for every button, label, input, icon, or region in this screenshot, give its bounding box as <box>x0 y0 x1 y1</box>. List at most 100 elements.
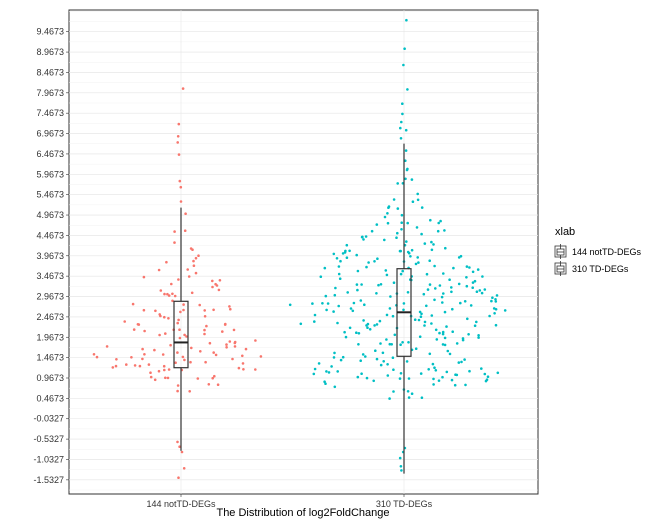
data-point <box>373 260 376 263</box>
data-point <box>177 318 180 322</box>
data-point <box>341 252 345 255</box>
data-point <box>383 215 387 219</box>
data-point <box>399 343 402 347</box>
data-point <box>423 242 427 245</box>
data-point <box>429 218 432 222</box>
data-point <box>192 259 195 263</box>
legend-label: 310 TD-DEGs <box>572 264 629 274</box>
x-tick-label: 310 TD-DEGs <box>376 499 433 509</box>
data-point <box>198 303 201 307</box>
data-point <box>339 358 343 362</box>
data-point <box>325 370 328 373</box>
data-point <box>430 240 433 244</box>
data-point <box>211 279 214 283</box>
data-point <box>215 284 219 287</box>
data-point <box>361 353 365 356</box>
data-point <box>362 238 365 241</box>
data-point <box>335 257 339 260</box>
data-point <box>326 302 330 305</box>
data-point-outlier <box>176 135 180 138</box>
data-point <box>384 269 388 272</box>
data-point <box>344 335 348 339</box>
data-point <box>348 249 351 253</box>
data-point <box>211 285 214 289</box>
data-point <box>337 265 341 268</box>
data-point <box>455 342 459 345</box>
data-point-outlier <box>404 149 408 152</box>
data-point <box>212 351 215 354</box>
data-point <box>386 221 390 225</box>
data-point <box>197 254 200 257</box>
y-tick-label: 2.4673 <box>36 312 64 322</box>
data-point <box>379 283 383 286</box>
data-point <box>478 289 482 292</box>
data-point <box>441 343 445 346</box>
data-point <box>416 256 420 259</box>
data-point <box>233 345 237 348</box>
data-point <box>141 347 144 351</box>
data-point <box>491 296 494 300</box>
data-point <box>351 309 355 313</box>
data-point <box>428 352 432 356</box>
data-point <box>181 355 185 359</box>
data-point-outlier <box>399 465 403 468</box>
data-point <box>427 368 431 371</box>
legend-entry: 310 TD-DEGs <box>554 261 629 276</box>
data-point <box>392 281 396 285</box>
y-tick-label: -1.5327 <box>33 475 64 485</box>
data-point <box>356 375 360 379</box>
data-point <box>434 369 438 372</box>
legend-label: 144 notTD-DEGs <box>572 247 642 257</box>
data-point <box>163 315 166 319</box>
data-point <box>205 324 208 328</box>
data-point <box>464 383 467 387</box>
y-tick-label: -1.0327 <box>33 454 64 464</box>
data-point <box>393 333 397 337</box>
data-point <box>356 269 360 273</box>
data-point <box>388 307 392 310</box>
data-point <box>203 309 206 312</box>
data-point <box>188 390 191 393</box>
data-point <box>483 288 487 291</box>
data-point <box>332 356 336 359</box>
data-point <box>348 326 352 330</box>
data-point <box>386 363 389 366</box>
x-tick-label: 144 notTD-DEGs <box>146 499 216 509</box>
data-point <box>337 304 341 308</box>
data-point <box>386 212 389 215</box>
data-point <box>443 343 447 347</box>
data-point <box>157 268 161 272</box>
data-point <box>317 362 321 365</box>
data-points <box>92 18 507 480</box>
data-point <box>319 275 323 279</box>
data-point <box>357 343 360 346</box>
data-point <box>313 313 317 317</box>
data-point <box>406 291 410 294</box>
data-point <box>406 250 410 254</box>
data-point <box>377 283 380 287</box>
data-point <box>426 288 430 291</box>
data-point <box>419 372 423 375</box>
data-point <box>213 374 216 378</box>
data-point <box>166 292 169 296</box>
y-tick-label: 5.4673 <box>36 190 64 200</box>
data-point <box>386 374 390 377</box>
data-point <box>405 360 409 363</box>
data-point <box>216 383 220 387</box>
data-point <box>430 314 434 317</box>
data-point <box>396 231 399 235</box>
data-point <box>388 397 391 400</box>
y-tick-label: 4.4673 <box>36 230 64 240</box>
box-iqr <box>173 300 189 369</box>
data-point <box>416 198 420 202</box>
data-point <box>163 292 166 296</box>
data-point <box>164 332 167 335</box>
data-point <box>176 351 179 354</box>
x-axis-title: The Distribution of log2FoldChange <box>216 507 389 519</box>
data-point <box>183 333 186 337</box>
data-point <box>361 235 364 239</box>
data-point-outlier <box>400 469 403 472</box>
data-point <box>376 257 379 261</box>
data-point <box>434 328 438 332</box>
